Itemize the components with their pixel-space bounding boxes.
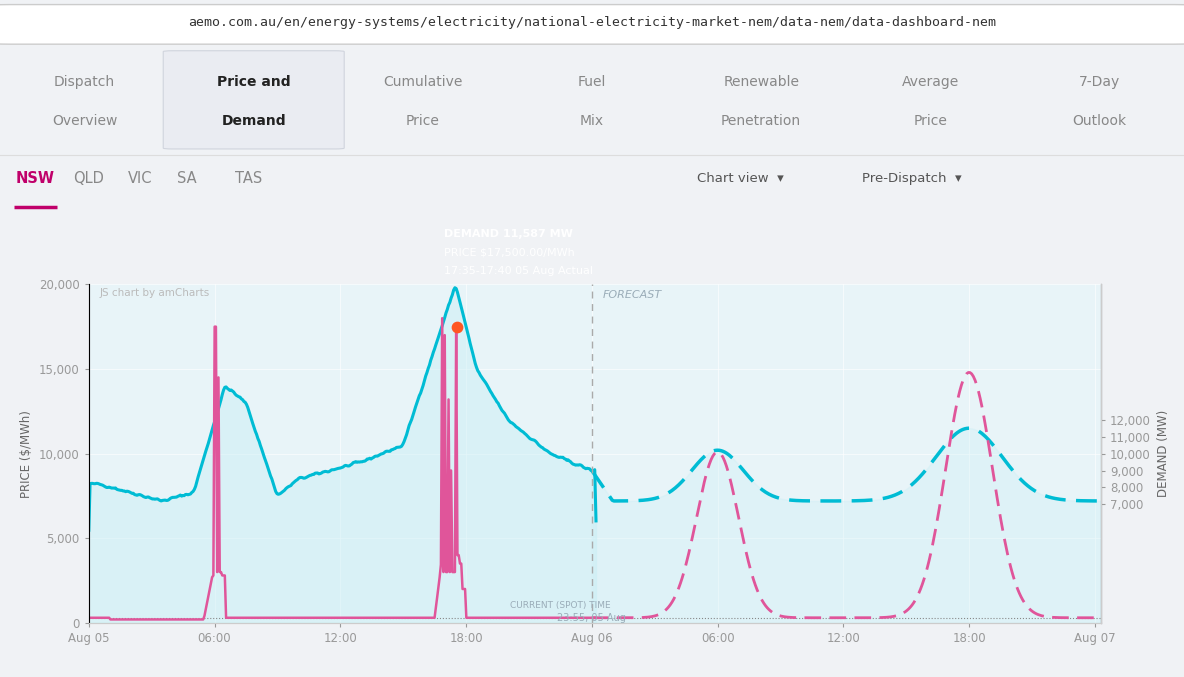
Text: Average: Average: [902, 75, 959, 89]
Text: Outlook: Outlook: [1073, 114, 1126, 128]
Text: Price and: Price and: [217, 75, 290, 89]
Text: Dispatch: Dispatch: [54, 75, 115, 89]
Text: CURRENT (SPOT) TIME: CURRENT (SPOT) TIME: [510, 600, 611, 609]
Y-axis label: PRICE ($/MWh): PRICE ($/MWh): [20, 410, 33, 498]
Text: 23:55, 05 Aug: 23:55, 05 Aug: [558, 613, 626, 623]
Text: NSW: NSW: [17, 171, 54, 185]
Text: FORECAST: FORECAST: [603, 290, 662, 300]
Y-axis label: DEMAND (MW): DEMAND (MW): [1157, 410, 1170, 497]
Text: Price: Price: [406, 114, 439, 128]
Text: PRICE $17,500.00/MWh: PRICE $17,500.00/MWh: [444, 248, 574, 258]
Text: 17:35-17:40 05 Aug Actual: 17:35-17:40 05 Aug Actual: [444, 266, 593, 276]
FancyBboxPatch shape: [0, 5, 1184, 44]
Text: Chart view  ▾: Chart view ▾: [696, 172, 784, 185]
Text: aemo.com.au/en/energy-systems/electricity/national-electricity-market-nem/data-n: aemo.com.au/en/energy-systems/electricit…: [188, 16, 996, 30]
Text: DEMAND 11,587 MW: DEMAND 11,587 MW: [444, 230, 573, 239]
Point: [448, 321, 466, 332]
Text: Mix: Mix: [580, 114, 604, 128]
Text: Overview: Overview: [52, 114, 117, 128]
FancyBboxPatch shape: [163, 51, 345, 149]
Text: QLD: QLD: [73, 171, 104, 185]
Text: Renewable: Renewable: [723, 75, 799, 89]
Text: SA: SA: [178, 171, 197, 185]
Text: Price: Price: [913, 114, 947, 128]
Text: Fuel: Fuel: [578, 75, 606, 89]
Text: Pre-Dispatch  ▾: Pre-Dispatch ▾: [862, 172, 961, 185]
Text: TAS: TAS: [234, 171, 263, 185]
Text: VIC: VIC: [128, 171, 152, 185]
Text: JS chart by amCharts: JS chart by amCharts: [99, 288, 210, 298]
Text: Cumulative: Cumulative: [384, 75, 463, 89]
Text: Demand: Demand: [221, 114, 287, 128]
Text: 7-Day: 7-Day: [1079, 75, 1120, 89]
Text: Penetration: Penetration: [721, 114, 802, 128]
